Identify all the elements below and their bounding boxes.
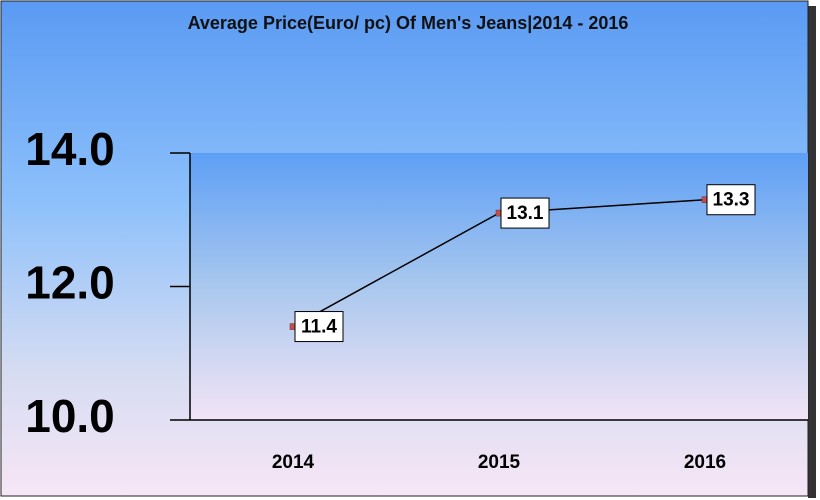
- frame-shadow: [808, 6, 816, 498]
- y-tick-label: 14.0: [25, 123, 115, 175]
- x-tick-label: 2015: [478, 452, 521, 473]
- y-tick-label: 12.0: [25, 257, 115, 309]
- data-label-box: [294, 311, 344, 343]
- y-tick-label: 10.0: [25, 390, 115, 442]
- x-tick-label: 2014: [272, 452, 315, 473]
- x-tick-label: 2016: [684, 452, 726, 473]
- data-label: 11.4: [301, 317, 337, 338]
- data-label: 13.3: [713, 190, 750, 211]
- data-label-box: [500, 197, 550, 229]
- chart-title: Average Price(Euro/ pc) Of Men's Jeans|2…: [188, 13, 629, 33]
- data-label-box: [706, 184, 756, 216]
- data-label: 13.1: [507, 203, 544, 224]
